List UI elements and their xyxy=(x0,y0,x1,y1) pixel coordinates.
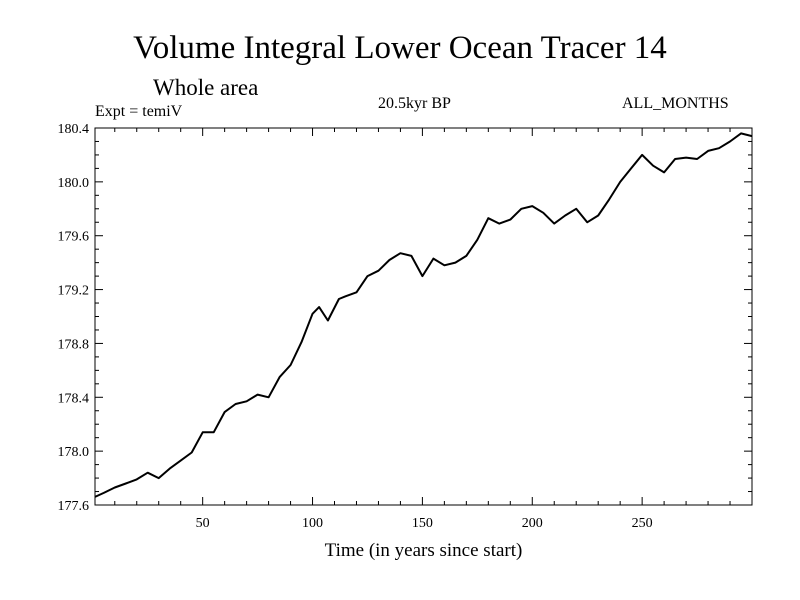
x-tick-label: 100 xyxy=(302,516,323,531)
y-tick-label: 177.6 xyxy=(58,499,90,514)
chart-title: Volume Integral Lower Ocean Tracer 14 xyxy=(133,30,667,66)
x-tick-label: 200 xyxy=(522,516,543,531)
y-tick-label: 178.0 xyxy=(58,445,90,460)
x-axis-label: Time (in years since start) xyxy=(324,540,523,561)
y-tick-label: 178.8 xyxy=(58,337,90,352)
months-label: ALL_MONTHS xyxy=(622,95,729,112)
y-tick-label: 179.6 xyxy=(58,230,90,245)
series-line xyxy=(94,132,753,498)
period-label: 20.5kyr BP xyxy=(378,95,451,112)
y-tick-label: 180.4 xyxy=(58,122,90,137)
y-tick-label: 178.4 xyxy=(58,391,90,406)
y-tick-label: 179.2 xyxy=(58,284,90,299)
chart-subtitle: Whole area xyxy=(153,75,259,100)
y-tick-label: 180.0 xyxy=(58,176,90,191)
x-tick-label: 250 xyxy=(632,516,653,531)
x-tick-label: 50 xyxy=(196,516,210,531)
x-tick-label: 150 xyxy=(412,516,433,531)
experiment-label: Expt = temiV xyxy=(95,103,183,120)
